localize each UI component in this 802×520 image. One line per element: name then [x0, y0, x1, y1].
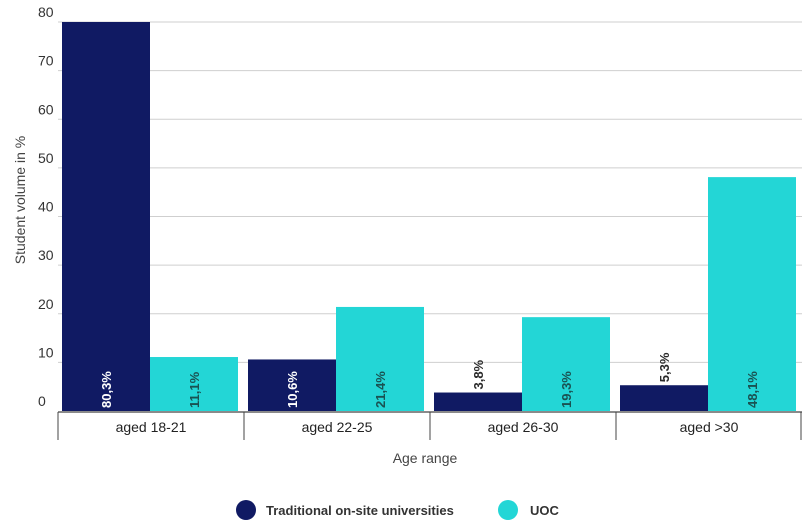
legend-label: Traditional on-site universities	[266, 503, 454, 518]
y-tick-label: 50	[38, 150, 54, 166]
bar	[336, 306, 424, 411]
y-tick-label: 60	[38, 101, 54, 117]
x-tick-label: aged 18-21	[116, 419, 187, 435]
bar	[522, 317, 610, 411]
y-tick-label: 10	[38, 344, 54, 360]
legend-swatch	[236, 500, 256, 520]
bar	[150, 357, 238, 411]
legend-swatch	[498, 500, 518, 520]
data-label: 5,3%	[657, 352, 672, 382]
bar	[62, 22, 150, 411]
bar	[434, 392, 522, 411]
data-label: 48,1%	[745, 371, 760, 408]
y-tick-label: 70	[38, 53, 54, 69]
bar	[620, 385, 708, 411]
y-tick-label: 40	[38, 199, 54, 215]
y-tick-label: 20	[38, 296, 54, 312]
data-label: 21,4%	[373, 371, 388, 408]
bars: 80,3% 11,1% 10,6% 21,4% 3,8% 19,3% 5,3% 48,1%	[62, 22, 796, 411]
bar	[248, 359, 336, 411]
data-label: 80,3%	[99, 371, 114, 408]
x-axis: aged 18-21 aged 22-25 aged 26-30 aged >30	[57, 411, 802, 440]
y-axis-label: Student volume in %	[12, 136, 28, 264]
grid-lines	[58, 21, 802, 363]
legend-label: UOC	[530, 503, 560, 518]
y-tick-label: 80	[38, 4, 54, 20]
bar	[708, 177, 796, 411]
data-label: 10,6%	[285, 371, 300, 408]
x-axis-label: Age range	[393, 450, 458, 466]
y-tick-label: 0	[38, 393, 46, 409]
data-label: 3,8%	[471, 359, 486, 389]
y-tick-label: 30	[38, 247, 54, 263]
x-tick-label: aged >30	[680, 419, 739, 435]
data-label: 11,1%	[187, 371, 202, 408]
data-label: 19,3%	[559, 371, 574, 408]
y-axis-ticks: 0 10 20 30 40 50 60 70 80	[38, 4, 54, 409]
x-tick-label: aged 26-30	[488, 419, 559, 435]
legend: Traditional on-site universities UOC	[236, 500, 560, 520]
x-tick-label: aged 22-25	[302, 419, 373, 435]
